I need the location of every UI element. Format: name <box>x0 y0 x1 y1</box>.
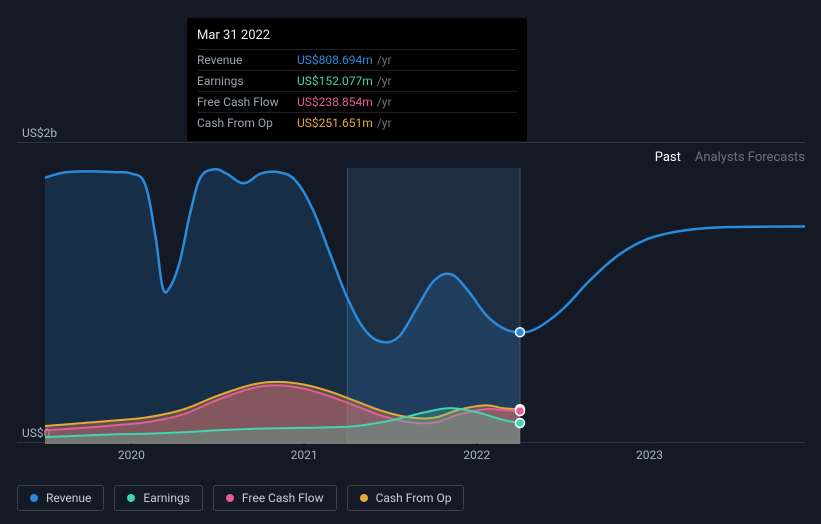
legend-dot-icon <box>360 494 368 502</box>
tooltip-row-label: Earnings <box>197 74 297 88</box>
legend-label: Cash From Op <box>376 491 452 505</box>
free_cash_flow-marker <box>516 407 525 416</box>
tab-forecast[interactable]: Analysts Forecasts <box>695 150 805 165</box>
tooltip-row: Cash From OpUS$251.651m/yr <box>197 112 517 133</box>
tooltip-row: Free Cash FlowUS$238.854m/yr <box>197 91 517 112</box>
tooltip-row-label: Revenue <box>197 53 297 67</box>
legend-dot-icon <box>30 494 38 502</box>
legend-item[interactable]: Revenue <box>17 485 104 511</box>
tooltip-row-value: US$251.651m <box>297 116 373 130</box>
chart-tabs: Past Analysts Forecasts <box>655 150 805 165</box>
x-axis-tick: 2020 <box>118 448 145 462</box>
revenue-marker <box>516 328 525 337</box>
legend-label: Free Cash Flow <box>242 491 324 505</box>
tooltip-row-unit: /yr <box>377 116 392 130</box>
x-axis-tick: 2021 <box>291 448 318 462</box>
tooltip-row: EarningsUS$152.077m/yr <box>197 70 517 91</box>
y-axis-label-top: US$2b <box>22 126 57 140</box>
legend-item[interactable]: Free Cash Flow <box>213 485 337 511</box>
chart-svg[interactable] <box>45 168 805 444</box>
tooltip-row-unit: /yr <box>377 74 392 88</box>
tooltip-row-unit: /yr <box>377 53 392 67</box>
x-axis-tick: 2023 <box>636 448 663 462</box>
y-axis-rule-top <box>17 142 805 143</box>
legend: Revenue Earnings Free Cash Flow Cash From O… <box>17 485 464 511</box>
tooltip-row-label: Free Cash Flow <box>197 95 297 109</box>
tab-past[interactable]: Past <box>655 150 681 165</box>
tooltip-row-value: US$238.854m <box>297 95 373 109</box>
legend-label: Earnings <box>143 491 190 505</box>
legend-dot-icon <box>226 494 234 502</box>
legend-item[interactable]: Earnings <box>114 485 203 511</box>
earnings-marker <box>516 419 525 428</box>
tooltip-row-value: US$808.694m <box>297 53 373 67</box>
tooltip-row-label: Cash From Op <box>197 116 297 130</box>
tooltip-row-value: US$152.077m <box>297 74 373 88</box>
chart-tooltip: Mar 31 2022 RevenueUS$808.694m/yrEarning… <box>187 18 527 141</box>
x-axis-tick: 2022 <box>463 448 490 462</box>
tooltip-row-unit: /yr <box>377 95 392 109</box>
tooltip-date: Mar 31 2022 <box>197 24 517 49</box>
legend-item[interactable]: Cash From Op <box>347 485 465 511</box>
legend-label: Revenue <box>46 491 91 505</box>
tooltip-row: RevenueUS$808.694m/yr <box>197 49 517 70</box>
legend-dot-icon <box>127 494 135 502</box>
x-axis: 2020 2021 2022 2023 <box>45 448 805 464</box>
